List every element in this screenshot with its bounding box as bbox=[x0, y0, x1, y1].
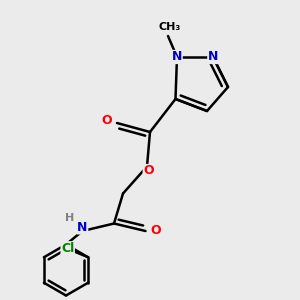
Text: N: N bbox=[208, 50, 218, 64]
Text: Cl: Cl bbox=[61, 242, 74, 255]
Text: H: H bbox=[65, 213, 74, 224]
Text: O: O bbox=[143, 164, 154, 178]
Text: N: N bbox=[172, 50, 182, 64]
Text: N: N bbox=[77, 221, 88, 234]
Text: CH₃: CH₃ bbox=[158, 22, 181, 32]
Text: O: O bbox=[101, 113, 112, 127]
Text: O: O bbox=[151, 224, 161, 238]
